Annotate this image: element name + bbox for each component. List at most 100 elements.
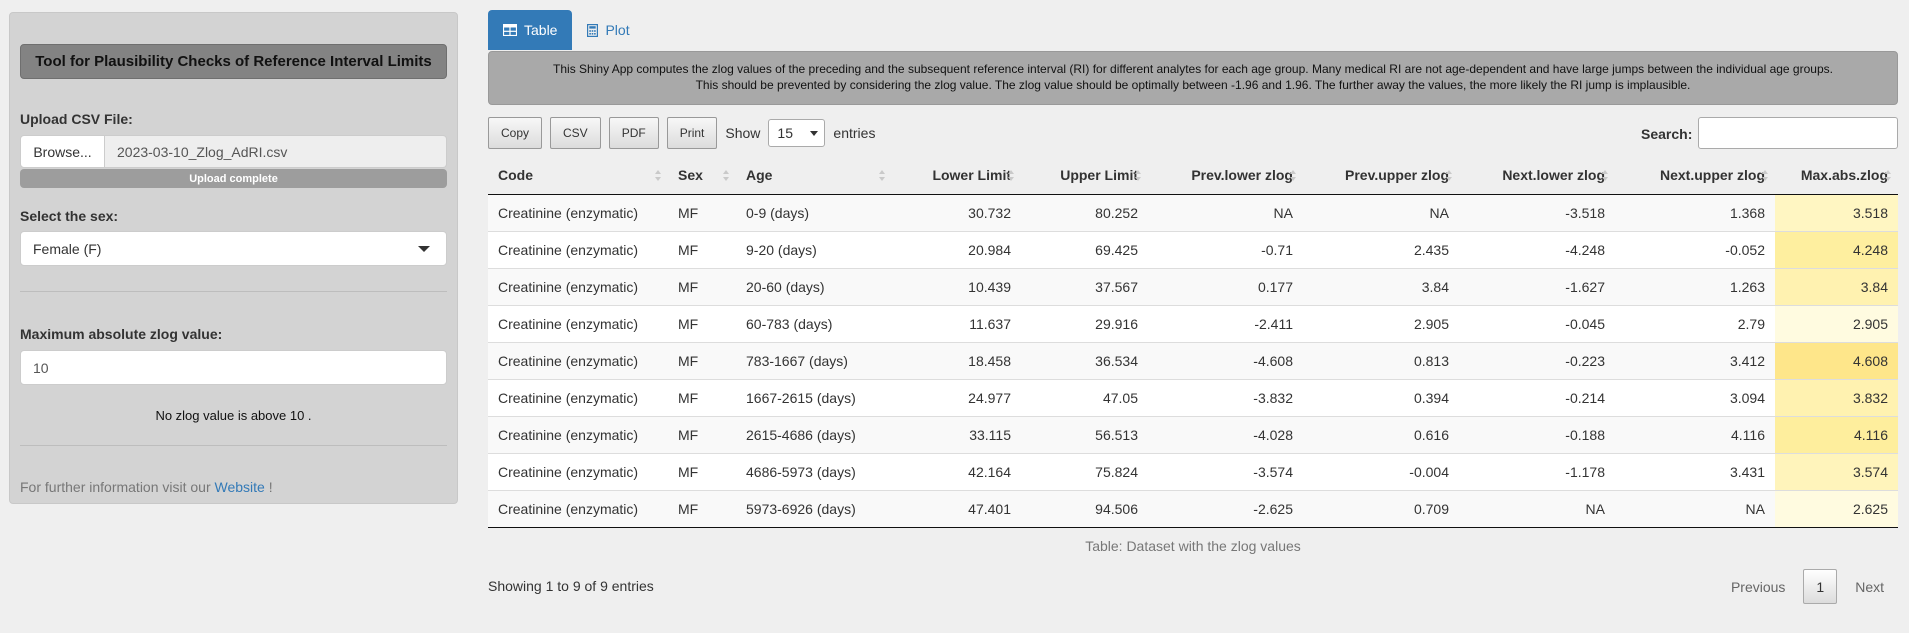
sex-select[interactable]: Female (F) — [20, 231, 447, 266]
table-cell: NA — [1148, 194, 1303, 231]
table-cell: 20.984 — [892, 230, 1021, 268]
zlog-input[interactable]: 10 — [20, 350, 447, 385]
copy-button[interactable]: Copy — [488, 117, 543, 149]
column-header[interactable]: Next.lower zlog — [1459, 157, 1615, 195]
table-cell: -3.518 — [1459, 194, 1615, 231]
table-cell: 2.79 — [1615, 304, 1775, 342]
table-cell: -3.574 — [1148, 452, 1303, 490]
description-line: This Shiny App computes the zlog values … — [553, 62, 1833, 76]
chevron-down-icon — [418, 246, 430, 252]
table-cell: 36.534 — [1021, 341, 1148, 379]
table-cell: 3.84 — [1303, 267, 1459, 305]
page-length-select[interactable]: 15 — [768, 119, 826, 147]
info-text: For further information visit our Websit… — [20, 479, 273, 495]
column-header[interactable]: Next.upper zlog — [1615, 157, 1775, 195]
table-cell: 0.709 — [1303, 489, 1459, 528]
table-cell: MF — [668, 341, 736, 379]
table-row: Creatinine (enzymatic) MF 5973-6926 (days)… — [488, 489, 1898, 528]
table-cell: 80.252 — [1021, 194, 1148, 231]
print-button[interactable]: Print — [666, 117, 718, 149]
tab-plot[interactable]: Plot — [572, 10, 644, 50]
table-cell: 47.05 — [1021, 378, 1148, 416]
table-cell: 29.916 — [1021, 304, 1148, 342]
csv-button[interactable]: CSV — [550, 117, 601, 149]
table-cell: 4.248 — [1775, 230, 1898, 268]
tab-table[interactable]: Table — [488, 10, 573, 50]
file-name-field[interactable]: 2023-03-10_Zlog_AdRI.csv — [105, 135, 447, 168]
sort-icon — [722, 170, 730, 182]
file-upload: Browse... 2023-03-10_Zlog_AdRI.csv — [20, 135, 447, 168]
page-button[interactable]: 1 — [1803, 569, 1838, 604]
table-cell: -1.627 — [1459, 267, 1615, 305]
previous-button[interactable]: Previous — [1730, 578, 1786, 595]
tab-table-label: Table — [524, 22, 558, 38]
table-cell: 4.116 — [1775, 415, 1898, 453]
table-cell: 3.412 — [1615, 341, 1775, 379]
table-cell: 18.458 — [892, 341, 1021, 379]
table-cell: 47.401 — [892, 489, 1021, 528]
table-caption: Table: Dataset with the zlog values — [1085, 538, 1301, 554]
column-header[interactable]: Prev.upper zlog — [1303, 157, 1459, 195]
pagination: Previous 1 Next — [1717, 569, 1898, 604]
table-cell: -0.188 — [1459, 415, 1615, 453]
column-header[interactable]: Code — [488, 157, 668, 195]
page-length-value: 15 — [777, 125, 793, 141]
table-cell: NA — [1459, 489, 1615, 528]
table-cell: 2.435 — [1303, 230, 1459, 268]
table-cell: 1.368 — [1615, 194, 1775, 231]
table-cell: 10.439 — [892, 267, 1021, 305]
table-cell: -0.71 — [1148, 230, 1303, 268]
column-header[interactable]: Prev.lower zlog — [1148, 157, 1303, 195]
table-cell: 2.905 — [1303, 304, 1459, 342]
table-cell: 94.506 — [1021, 489, 1148, 528]
table-cell: 3.094 — [1615, 378, 1775, 416]
column-header[interactable]: Sex — [668, 157, 736, 195]
table-cell: 75.824 — [1021, 452, 1148, 490]
table-cell: -4.248 — [1459, 230, 1615, 268]
next-button[interactable]: Next — [1855, 578, 1884, 595]
table-cell: 4686-5973 (days) — [736, 452, 892, 490]
table-cell: -0.045 — [1459, 304, 1615, 342]
table-cell: -0.214 — [1459, 378, 1615, 416]
pdf-button[interactable]: PDF — [608, 117, 659, 149]
table-cell: 0.394 — [1303, 378, 1459, 416]
table-cell: -0.004 — [1303, 452, 1459, 490]
browse-button[interactable]: Browse... — [20, 135, 105, 168]
table-row: Creatinine (enzymatic) MF 0-9 (days) 30.732… — [488, 194, 1898, 231]
table-cell: 0.177 — [1148, 267, 1303, 305]
entries-label: entries — [833, 125, 876, 141]
table-row: Creatinine (enzymatic) MF 2615-4686 (days)… — [488, 415, 1898, 453]
table-cell: MF — [668, 378, 736, 416]
show-label: Show — [725, 125, 761, 141]
table-cell: 783-1667 (days) — [736, 341, 892, 379]
column-header[interactable]: Max.abs.zlog — [1775, 157, 1898, 195]
upload-status: Upload complete — [20, 169, 447, 188]
column-header[interactable]: Age — [736, 157, 892, 195]
table-cell: Creatinine (enzymatic) — [488, 304, 668, 342]
table-row: Creatinine (enzymatic) MF 4686-5973 (days)… — [488, 452, 1898, 490]
entries-info: Showing 1 to 9 of 9 entries — [488, 578, 654, 594]
table-toolbar: Copy CSV PDF Print Show 15 entries — [488, 117, 875, 149]
column-header[interactable]: Upper Limit — [1021, 157, 1148, 195]
table-cell: 37.567 — [1021, 267, 1148, 305]
search-input[interactable] — [1698, 117, 1898, 149]
table-cell: Creatinine (enzymatic) — [488, 267, 668, 305]
table-header-row: Code Sex Age Lower Limit Upper Limit Pre… — [488, 157, 1898, 195]
tab-plot-label: Plot — [605, 22, 630, 38]
table-cell: -0.052 — [1615, 230, 1775, 268]
table-cell: 4.608 — [1775, 341, 1898, 379]
chevron-down-icon — [810, 131, 819, 136]
table-cell: 3.518 — [1775, 194, 1898, 231]
table-cell: -3.832 — [1148, 378, 1303, 416]
table-cell: MF — [668, 230, 736, 268]
website-link[interactable]: Website — [214, 479, 265, 495]
table-cell: MF — [668, 194, 736, 231]
table-cell: 5973-6926 (days) — [736, 489, 892, 528]
table-cell: 24.977 — [892, 378, 1021, 416]
table-cell: 2.905 — [1775, 304, 1898, 342]
column-header[interactable]: Lower Limit — [892, 157, 1021, 195]
sort-icon — [1601, 170, 1609, 182]
app-title: Tool for Plausibility Checks of Referenc… — [20, 44, 447, 79]
tab-bar: Table Plot — [488, 10, 645, 52]
zlog-table: Code Sex Age Lower Limit Upper Limit Pre… — [488, 157, 1898, 528]
